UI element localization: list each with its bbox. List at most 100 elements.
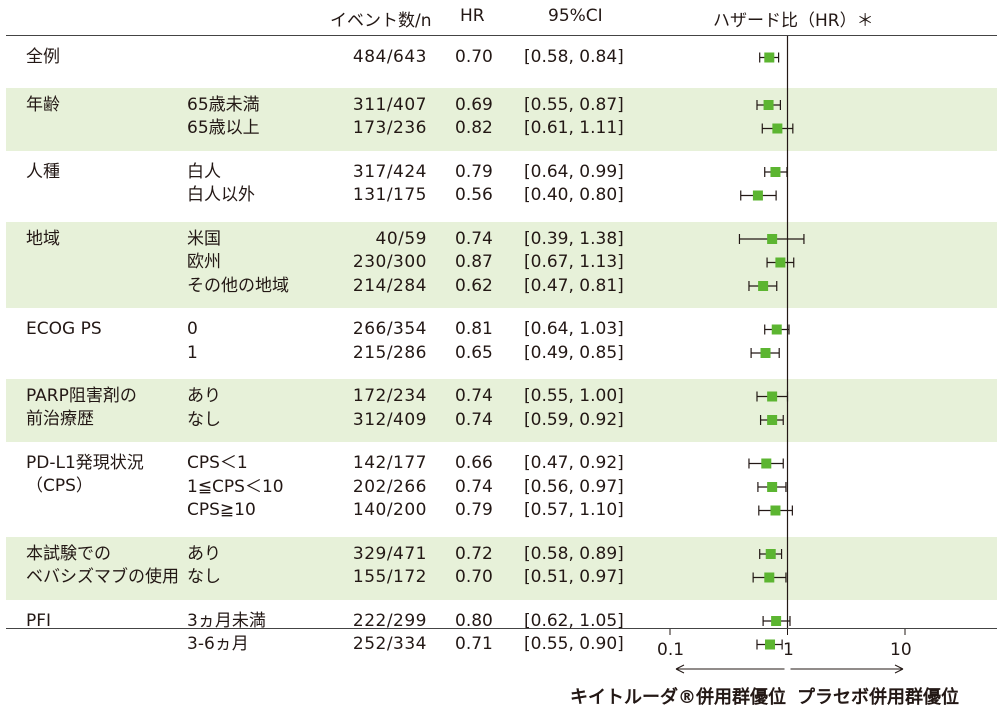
event-count: 215/286: [352, 342, 427, 363]
subgroup-category: あり: [187, 386, 221, 406]
confidence-interval: [0.61, 1.11]: [524, 118, 624, 138]
subgroup-category: なし: [187, 567, 221, 587]
event-count: 484/643: [352, 47, 427, 67]
confidence-interval: [0.47, 0.92]: [524, 453, 624, 473]
hazard-ratio: 0.69: [455, 94, 493, 115]
hr-point: [775, 257, 786, 268]
event-count: 311/407: [352, 94, 427, 115]
header-events: イベント数/n: [330, 11, 432, 31]
hazard-ratio: 0.74: [455, 386, 493, 406]
subgroup-category: 3ヵ月未満: [187, 610, 266, 631]
hazard-ratio: 0.72: [455, 543, 493, 564]
subgroup-category: 3-6ヵ月: [187, 634, 249, 654]
hr-point: [752, 190, 763, 201]
event-count: 230/300: [352, 252, 427, 272]
subgroup-name: 年齢: [26, 94, 60, 115]
header-forest: ハザード比（HR）＊: [713, 11, 874, 31]
hr-point: [771, 324, 782, 335]
subgroup-category: 白人以外: [187, 185, 255, 205]
subgroup-block: ECOG PS 0 266/354 0.81 [0.64, 1.03] 1 215/286 0…: [6, 312, 997, 375]
confidence-interval: [0.64, 1.03]: [524, 319, 624, 339]
subgroup-name: 地域: [26, 228, 60, 249]
hr-point: [765, 639, 776, 650]
subgroup-category: 1: [187, 342, 198, 363]
subgroup-category: その他の地域: [187, 275, 289, 296]
subgroup-name: 全例: [26, 47, 60, 67]
hr-point: [763, 100, 774, 110]
hazard-ratio: 0.79: [455, 161, 493, 182]
confidence-interval: [0.39, 1.38]: [524, 228, 624, 249]
confidence-interval: [0.58, 0.84]: [524, 47, 624, 67]
confidence-interval: [0.56, 0.97]: [524, 476, 624, 497]
confidence-interval: [0.62, 1.05]: [524, 610, 624, 631]
hazard-ratio: 0.74: [455, 228, 493, 249]
table-row: その他の地域 214/284 0.62 [0.47, 0.81]: [6, 275, 997, 298]
hr-point: [770, 505, 781, 516]
subgroup-category: CPS≧10: [187, 500, 256, 520]
subgroup-category: 0: [187, 319, 198, 339]
hazard-ratio: 0.81: [455, 319, 493, 339]
hr-point: [767, 482, 778, 492]
event-count: 202/266: [352, 476, 427, 497]
arrow-right-head: [894, 664, 904, 674]
subgroup-category: あり: [187, 543, 221, 564]
event-count: 317/424: [352, 161, 427, 182]
table-row: 0 266/354 0.81 [0.64, 1.03]: [6, 318, 997, 341]
confidence-interval: [0.59, 0.92]: [524, 409, 624, 430]
hr-point: [767, 391, 778, 402]
subgroup-category: 1≦CPS＜10: [187, 476, 284, 497]
hazard-ratio: 0.62: [455, 275, 493, 296]
hr-point: [770, 167, 781, 177]
favors-keytruda-label: キイトルーダ®併用群優位: [570, 687, 786, 708]
subgroup-category: 欧州: [187, 252, 221, 272]
subgroup-block: 年齢 65歳未満 311/407 0.69 [0.55, 0.87] 65歳以上 173/2…: [6, 87, 997, 151]
subgroup-name: PARP阻害剤の 前治療歴: [26, 386, 137, 429]
table-row: 米国 40/59 0.74 [0.39, 1.38]: [6, 228, 997, 251]
subgroup-block: 地域 米国 40/59 0.74 [0.39, 1.38] 欧州 230/300 0.87 [0…: [6, 221, 997, 308]
hazard-ratio: 0.79: [455, 500, 493, 520]
hazard-ratio: 0.74: [455, 409, 493, 430]
confidence-interval: [0.67, 1.13]: [524, 252, 624, 272]
event-count: 222/299: [352, 610, 427, 631]
favors-placebo-label: プラセボ併用群優位: [797, 687, 959, 708]
subgroup-category: 65歳未満: [187, 94, 260, 115]
confidence-interval: [0.55, 1.00]: [524, 386, 624, 406]
hazard-ratio: 0.65: [455, 342, 493, 363]
subgroup-name: PFI: [26, 610, 52, 631]
hazard-ratio: 0.66: [455, 453, 493, 473]
event-count: 172/234: [352, 386, 427, 406]
hr-point: [771, 616, 782, 626]
subgroup-category: CPS＜1: [187, 453, 248, 473]
confidence-interval: [0.51, 0.97]: [524, 567, 624, 587]
subgroup-category: 米国: [187, 228, 221, 249]
event-count: 140/200: [352, 500, 427, 520]
confidence-interval: [0.57, 1.10]: [524, 500, 624, 520]
axis-tick-10: 10: [890, 640, 912, 660]
event-count: 173/236: [352, 118, 427, 138]
hazard-ratio: 0.74: [455, 476, 493, 497]
table-row: 65歳以上 173/236 0.82 [0.61, 1.11]: [6, 117, 997, 140]
subgroup-category: 白人: [187, 161, 221, 182]
hr-point: [761, 458, 772, 469]
table-row: 白人以外 131/175 0.56 [0.40, 0.80]: [6, 184, 997, 207]
hr-point: [767, 234, 778, 244]
hr-point: [764, 572, 775, 583]
event-count: 214/284: [352, 275, 427, 296]
table-row: あり 329/471 0.72 [0.58, 0.89]: [6, 543, 997, 566]
event-count: 142/177: [352, 453, 427, 473]
subgroup-block: 人種 白人 317/424 0.79 [0.64, 0.99] 白人以外 131/175 0.…: [6, 155, 997, 218]
table-row: 欧州 230/300 0.87 [0.67, 1.13]: [6, 251, 997, 274]
confidence-interval: [0.55, 0.90]: [524, 634, 624, 654]
table-row: 1≦CPS＜10 202/266 0.74 [0.56, 0.97]: [6, 476, 997, 499]
table-row: なし 312/409 0.74 [0.59, 0.92]: [6, 409, 997, 432]
hr-point: [760, 348, 771, 358]
header-ci: 95%CI: [548, 6, 603, 26]
event-count: 155/172: [352, 567, 427, 587]
table-row: あり 172/234 0.74 [0.55, 1.00]: [6, 385, 997, 408]
hr-point: [758, 281, 769, 291]
table-row: 3-6ヵ月 252/334 0.71 [0.55, 0.90]: [6, 633, 997, 656]
event-count: 312/409: [352, 409, 427, 430]
table-row: 3ヵ月未満 222/299 0.80 [0.62, 1.05]: [6, 610, 997, 633]
table-bottom-rule: [6, 628, 997, 629]
